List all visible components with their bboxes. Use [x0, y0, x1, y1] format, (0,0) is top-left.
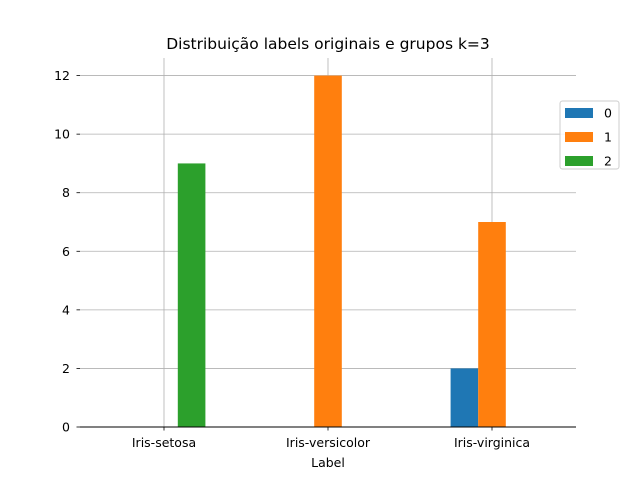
x-tick-label: Iris-setosa — [132, 435, 196, 450]
bars — [177, 75, 506, 428]
y-tick-label: 8 — [62, 185, 70, 200]
legend-swatch-2 — [565, 156, 593, 166]
bar-series-0-Iris-virginica — [450, 368, 479, 427]
bar-series-1-Iris-virginica — [478, 222, 506, 427]
y-tick-label: 6 — [62, 244, 70, 259]
legend-label-2: 2 — [604, 154, 612, 169]
legend-swatch-0 — [565, 108, 593, 118]
x-axis-label: Label — [311, 455, 345, 470]
y-tick-label: 12 — [54, 68, 70, 83]
x-ticks: Iris-setosa Iris-versicolor Iris-virginica — [132, 427, 530, 450]
y-tick-label: 10 — [54, 127, 70, 142]
chart-title: Distribuição labels originais e grupos k… — [166, 35, 490, 53]
bar-series-2-Iris-setosa — [177, 163, 206, 427]
legend-swatch-1 — [565, 132, 593, 142]
y-ticks: 0 2 4 6 8 10 12 — [54, 68, 80, 435]
y-tick-label: 0 — [62, 420, 70, 435]
y-tick-label: 4 — [62, 302, 70, 317]
x-tick-label: Iris-versicolor — [286, 435, 371, 450]
bar-series-1-Iris-versicolor — [314, 75, 342, 428]
x-tick-label: Iris-virginica — [454, 435, 530, 450]
legend-label-0: 0 — [604, 106, 612, 121]
legend-label-1: 1 — [604, 130, 612, 145]
y-tick-label: 2 — [62, 361, 70, 376]
legend: 0 1 2 — [559, 100, 620, 170]
